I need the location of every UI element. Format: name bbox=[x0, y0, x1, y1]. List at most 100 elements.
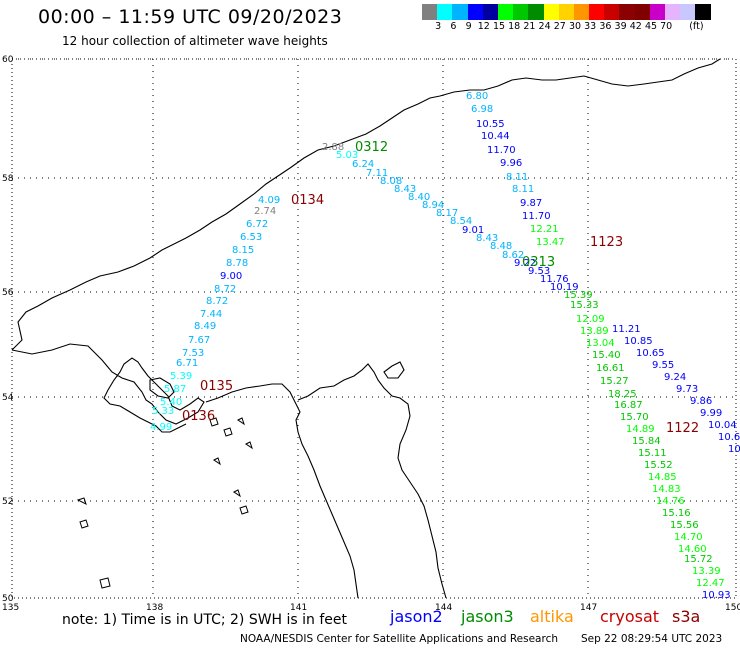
swh-label: 10.93 bbox=[702, 590, 731, 601]
swh-label: 8.11 bbox=[506, 172, 528, 183]
coastline bbox=[11, 58, 721, 599]
scale-label: 18 bbox=[508, 21, 521, 32]
swh-label: 15.52 bbox=[644, 460, 673, 471]
swh-label: 8.43 bbox=[476, 233, 498, 244]
swh-label: 8.17 bbox=[436, 208, 458, 219]
swh-label: 5.40 bbox=[160, 397, 182, 408]
pass-time-label: 0312 bbox=[355, 140, 388, 155]
pass-time-label: 1123 bbox=[590, 235, 623, 250]
swh-label: 7.53 bbox=[182, 348, 204, 359]
swh-label: 9.96 bbox=[500, 158, 522, 169]
scale-swatch bbox=[665, 4, 681, 20]
sakhalin-west bbox=[297, 363, 447, 599]
swh-label: 18.25 bbox=[608, 389, 637, 400]
swh-label: 12.21 bbox=[530, 224, 559, 235]
swh-label: 8.94 bbox=[422, 200, 444, 211]
scale-swatch bbox=[467, 4, 483, 20]
swh-label: 13.47 bbox=[536, 237, 565, 248]
scale-swatch bbox=[573, 4, 590, 20]
swh-label: 8.11 bbox=[512, 184, 534, 195]
swh-label: 13.89 bbox=[580, 326, 609, 337]
swh-label: 7.67 bbox=[188, 335, 210, 346]
scale-swatch bbox=[649, 4, 665, 20]
scale-swatch bbox=[558, 4, 574, 20]
swh-label: 15.72 bbox=[684, 554, 713, 565]
swh-label: 10.04 bbox=[708, 420, 737, 431]
swh-label: 7.11 bbox=[366, 168, 388, 179]
swh-label: 15.40 bbox=[592, 350, 621, 361]
lat-label-56: 56 bbox=[2, 288, 14, 298]
scale-label: 39 bbox=[614, 21, 627, 32]
map-subtitle: 12 hour collection of altimeter wave hei… bbox=[62, 34, 328, 48]
swh-label: 6.53 bbox=[240, 232, 262, 243]
lat-label-60: 60 bbox=[2, 55, 14, 65]
swh-label: 5.33 bbox=[152, 406, 174, 417]
lat-label-58: 58 bbox=[2, 174, 14, 184]
scale-label: 12 bbox=[477, 21, 490, 32]
scale-swatch bbox=[528, 4, 544, 20]
swh-label: 9.24 bbox=[664, 372, 686, 383]
swh-label: 15.11 bbox=[638, 448, 667, 459]
okhotsk-west-coast bbox=[11, 343, 205, 433]
scale-swatch bbox=[437, 4, 453, 20]
scale-swatch bbox=[482, 4, 498, 20]
swh-label: 14.83 bbox=[652, 484, 681, 495]
swh-label: 5.87 bbox=[164, 384, 186, 395]
pass-time-label: 0136 bbox=[182, 409, 215, 424]
scale-swatch bbox=[543, 4, 559, 20]
swh-label: 6.24 bbox=[352, 159, 374, 170]
swh-label: 15.56 bbox=[670, 520, 699, 531]
scale-label: 6 bbox=[450, 21, 457, 32]
swh-label: 9.22 bbox=[514, 258, 536, 269]
bay-coast-1 bbox=[205, 383, 359, 599]
swh-label: 9.55 bbox=[652, 360, 674, 371]
swh-label: 11.70 bbox=[487, 145, 516, 156]
lon-label-150: 150 bbox=[725, 603, 740, 613]
swh-label: 10.55 bbox=[476, 119, 505, 130]
swh-label: 14.70 bbox=[674, 532, 703, 543]
swh-label: 5.03 bbox=[336, 150, 358, 161]
scale-label: 42 bbox=[629, 21, 642, 32]
okhotsk-north-coast bbox=[11, 58, 721, 351]
swh-label: 13.04 bbox=[586, 338, 615, 349]
scale-label: 45 bbox=[644, 21, 658, 32]
satellite-label-altika: altika bbox=[530, 607, 574, 626]
satellite-label-jason2: jason2 bbox=[390, 607, 443, 626]
swh-label: 14.89 bbox=[626, 424, 655, 435]
map-title: 00:00 – 11:59 UTC 09/20/2023 bbox=[38, 6, 343, 28]
swh-label: 16.87 bbox=[614, 400, 643, 411]
scale-label: 33 bbox=[584, 21, 597, 32]
scale-swatch bbox=[680, 4, 696, 20]
swh-label: 8.08 bbox=[380, 176, 402, 187]
scale-label: 15 bbox=[492, 21, 506, 32]
swh-label: 11.70 bbox=[522, 211, 551, 222]
scale-swatch bbox=[634, 4, 650, 20]
axis-labels: 60 58 56 54 52 50 135 138 141 144 147 15… bbox=[2, 55, 740, 613]
swh-label: 5.39 bbox=[170, 371, 192, 382]
satellite-label-jason3: jason3 bbox=[461, 607, 514, 626]
scale-unit: (ft) bbox=[689, 21, 704, 32]
swh-label: 8.72 bbox=[206, 296, 228, 307]
swh-label: 9.01 bbox=[462, 225, 484, 236]
scale-label: 9 bbox=[465, 21, 472, 32]
lon-label-144: 144 bbox=[435, 603, 452, 613]
swh-label: 8.62 bbox=[502, 250, 524, 261]
swh-label: 9.73 bbox=[676, 384, 698, 395]
scale-swatch bbox=[513, 4, 529, 20]
scale-label: 27 bbox=[553, 21, 566, 32]
swh-label: 9.86 bbox=[690, 396, 712, 407]
pass-time-label: 0134 bbox=[291, 193, 324, 208]
lat-label-52: 52 bbox=[2, 497, 13, 507]
swh-label: 15.39 bbox=[564, 290, 593, 301]
scale-swatch bbox=[497, 4, 514, 20]
swh-label: 2.74 bbox=[254, 206, 276, 217]
credit-timestamp: Sep 22 08:29:54 UTC 2023 bbox=[581, 633, 723, 645]
swh-label: 8.15 bbox=[232, 245, 254, 256]
shantar-island bbox=[149, 377, 175, 399]
pass-time-label: 0135 bbox=[200, 379, 233, 394]
pass-time-label: 0313 bbox=[522, 255, 555, 270]
scale-label: 24 bbox=[538, 21, 551, 32]
scale-swatch bbox=[604, 4, 620, 20]
